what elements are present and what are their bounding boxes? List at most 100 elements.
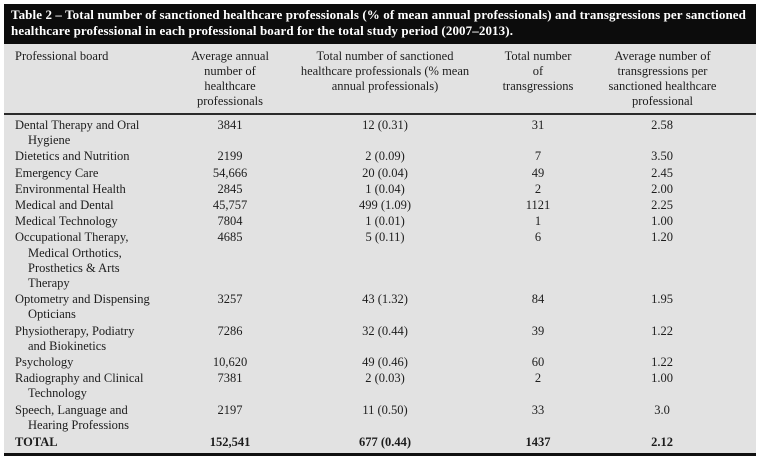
table2-panel: Table 2 – Total number of sanctioned hea… — [4, 4, 756, 456]
board-name-line: Radiography and Clinical — [15, 371, 144, 386]
sanctioned-cell: 2 (0.09) — [365, 149, 405, 164]
table-header: Professional board Average annual number… — [4, 44, 756, 114]
avg-professionals-cell: 152,541 — [209, 435, 251, 450]
board-name-cell: Dietetics and Nutrition — [4, 149, 171, 165]
sanctioned-cell: 677 (0.44) — [358, 435, 412, 450]
transgressions-cell: 1 — [534, 214, 542, 229]
sanctioned-cell: 49 (0.46) — [362, 355, 408, 370]
table-row: Environmental Health 2845 1 (0.04) 2 2.00 — [4, 182, 756, 198]
header-row: Professional board Average annual number… — [4, 44, 756, 114]
avg-professionals-cell: 7381 — [217, 371, 243, 386]
board-name-line: Hygiene — [28, 133, 71, 148]
board-name-cell: TOTAL — [4, 434, 171, 455]
sanctioned-cell: 32 (0.44) — [362, 323, 408, 338]
avg-professionals-cell: 3841 — [217, 118, 243, 132]
avg-transgressions-cell: 2.12 — [651, 435, 673, 450]
transgressions-cell: 84 — [531, 292, 545, 307]
avg-professionals-cell: 3257 — [217, 292, 243, 307]
board-name-cell: Radiography and Clinical Technology — [4, 371, 171, 402]
board-name-line: Medical Technology — [15, 214, 118, 229]
board-name-cell: Psychology — [4, 355, 171, 371]
board-name-line: Medical and Dental — [15, 198, 114, 213]
board-name-cell: Medical and Dental — [4, 198, 171, 214]
sanctioned-cell: 1 (0.04) — [365, 181, 405, 196]
avg-transgressions-cell: 2.25 — [651, 198, 673, 213]
board-name-line: Emergency Care — [15, 165, 99, 180]
table-row: Speech, Language and Hearing Professions 2… — [4, 403, 756, 434]
avg-transgressions-cell: 1.22 — [651, 323, 673, 338]
table-row: Physiotherapy, Podiatry and Biokinetics 72… — [4, 324, 756, 355]
board-name-line: and Biokinetics — [28, 338, 107, 353]
sanctioned-cell: 20 (0.04) — [362, 165, 408, 180]
avg-professionals-cell: 2197 — [217, 402, 243, 417]
sanctioned-cell: 1 (0.01) — [365, 214, 405, 229]
page: { "caption": { "text": "Table 2 – Total … — [4, 4, 756, 456]
col-header-avg-transgressions: Average number of transgressions per san… — [608, 49, 717, 108]
board-name-line: Hearing Professions — [28, 417, 130, 432]
board-name-line: Prosthetics & Arts — [28, 260, 120, 275]
col-header-professional-board: Professional board — [15, 49, 109, 63]
avg-professionals-cell: 7804 — [217, 214, 243, 229]
col-header-avg-annual-professionals: Average annual number of healthcare prof… — [191, 49, 269, 108]
avg-transgressions-cell: 2.00 — [651, 181, 673, 196]
avg-transgressions-cell: 1.00 — [651, 214, 673, 229]
transgressions-cell: 6 — [534, 230, 542, 245]
board-name-line: Occupational Therapy, — [15, 230, 129, 245]
avg-transgressions-cell: 1.22 — [651, 355, 673, 370]
table-caption: Table 2 – Total number of sanctioned hea… — [4, 4, 756, 44]
avg-transgressions-cell: 1.00 — [651, 371, 673, 386]
sanctioned-cell: 43 (1.32) — [362, 292, 408, 307]
sanctioned-cell: 499 (1.09) — [358, 198, 412, 213]
sanctioned-cell: 2 (0.03) — [365, 371, 405, 386]
board-name-line: Environmental Health — [15, 181, 126, 196]
board-name-cell: Environmental Health — [4, 182, 171, 198]
board-name-line: Optometry and Dispensing — [15, 292, 150, 307]
table-row: Dental Therapy and Oral Hygiene 3841 12 (0.… — [4, 114, 756, 149]
avg-professionals-cell: 10,620 — [212, 355, 248, 370]
board-name-line: Physiotherapy, Podiatry — [15, 323, 135, 338]
board-name-cell: Physiotherapy, Podiatry and Biokinetics — [4, 324, 171, 355]
avg-transgressions-cell: 2.45 — [651, 165, 673, 180]
board-name-cell: Optometry and Dispensing Opticians — [4, 292, 171, 323]
board-name-line: Medical Orthotics, — [28, 245, 122, 260]
board-name-line: Speech, Language and — [15, 402, 128, 417]
transgressions-cell: 31 — [531, 118, 545, 132]
transgressions-cell: 60 — [531, 355, 545, 370]
board-name-line: Opticians — [28, 307, 76, 322]
table-row: Radiography and Clinical Technology 7381 2 … — [4, 371, 756, 402]
avg-transgressions-cell: 2.58 — [651, 118, 673, 132]
transgressions-cell: 39 — [531, 323, 545, 338]
table-row: Occupational Therapy, Medical Orthotics, P… — [4, 230, 756, 292]
board-name-line: Dietetics and Nutrition — [15, 149, 130, 164]
avg-professionals-cell: 2199 — [217, 149, 243, 164]
avg-transgressions-cell: 3.50 — [651, 149, 673, 164]
transgressions-cell: 49 — [531, 165, 545, 180]
transgressions-cell: 33 — [531, 402, 545, 417]
avg-transgressions-cell: 1.20 — [651, 230, 673, 245]
transgressions-cell: 1121 — [525, 198, 551, 213]
table-row: Emergency Care 54,666 20 (0.04) 49 2.45 — [4, 166, 756, 182]
transgressions-cell: 2 — [534, 371, 542, 386]
table-row: Medical and Dental 45,757 499 (1.09) 1121 2.… — [4, 198, 756, 214]
sanctioned-cell: 11 (0.50) — [362, 402, 408, 417]
table-row: Psychology 10,620 49 (0.46) 60 1.22 — [4, 355, 756, 371]
sanctioned-cell: 12 (0.31) — [362, 118, 408, 132]
avg-professionals-cell: 7286 — [217, 323, 243, 338]
data-table: Professional board Average annual number… — [4, 44, 756, 456]
avg-professionals-cell: 54,666 — [212, 165, 248, 180]
avg-professionals-cell: 45,757 — [212, 198, 248, 213]
board-name-line: Dental Therapy and Oral — [15, 118, 140, 132]
board-name-line: Technology — [28, 386, 87, 401]
board-name-cell: Occupational Therapy, Medical Orthotics, P… — [4, 230, 171, 292]
col-header-total-transgressions: Total number of transgressions — [502, 49, 574, 93]
board-name-cell: Emergency Care — [4, 166, 171, 182]
total-row: TOTAL 152,541 677 (0.44) 1437 2.12 — [4, 434, 756, 455]
table-row: Medical Technology 7804 1 (0.01) 1 1.00 — [4, 214, 756, 230]
board-name-line: Therapy — [28, 276, 70, 291]
table-body: Dental Therapy and Oral Hygiene 3841 12 (0.… — [4, 114, 756, 455]
avg-professionals-cell: 2845 — [217, 181, 243, 196]
col-header-sanctioned-professionals: Total number of sanctioned healthcare pr… — [300, 49, 470, 93]
avg-professionals-cell: 4685 — [217, 230, 243, 245]
board-name-cell: Medical Technology — [4, 214, 171, 230]
transgressions-cell: 7 — [534, 149, 542, 164]
